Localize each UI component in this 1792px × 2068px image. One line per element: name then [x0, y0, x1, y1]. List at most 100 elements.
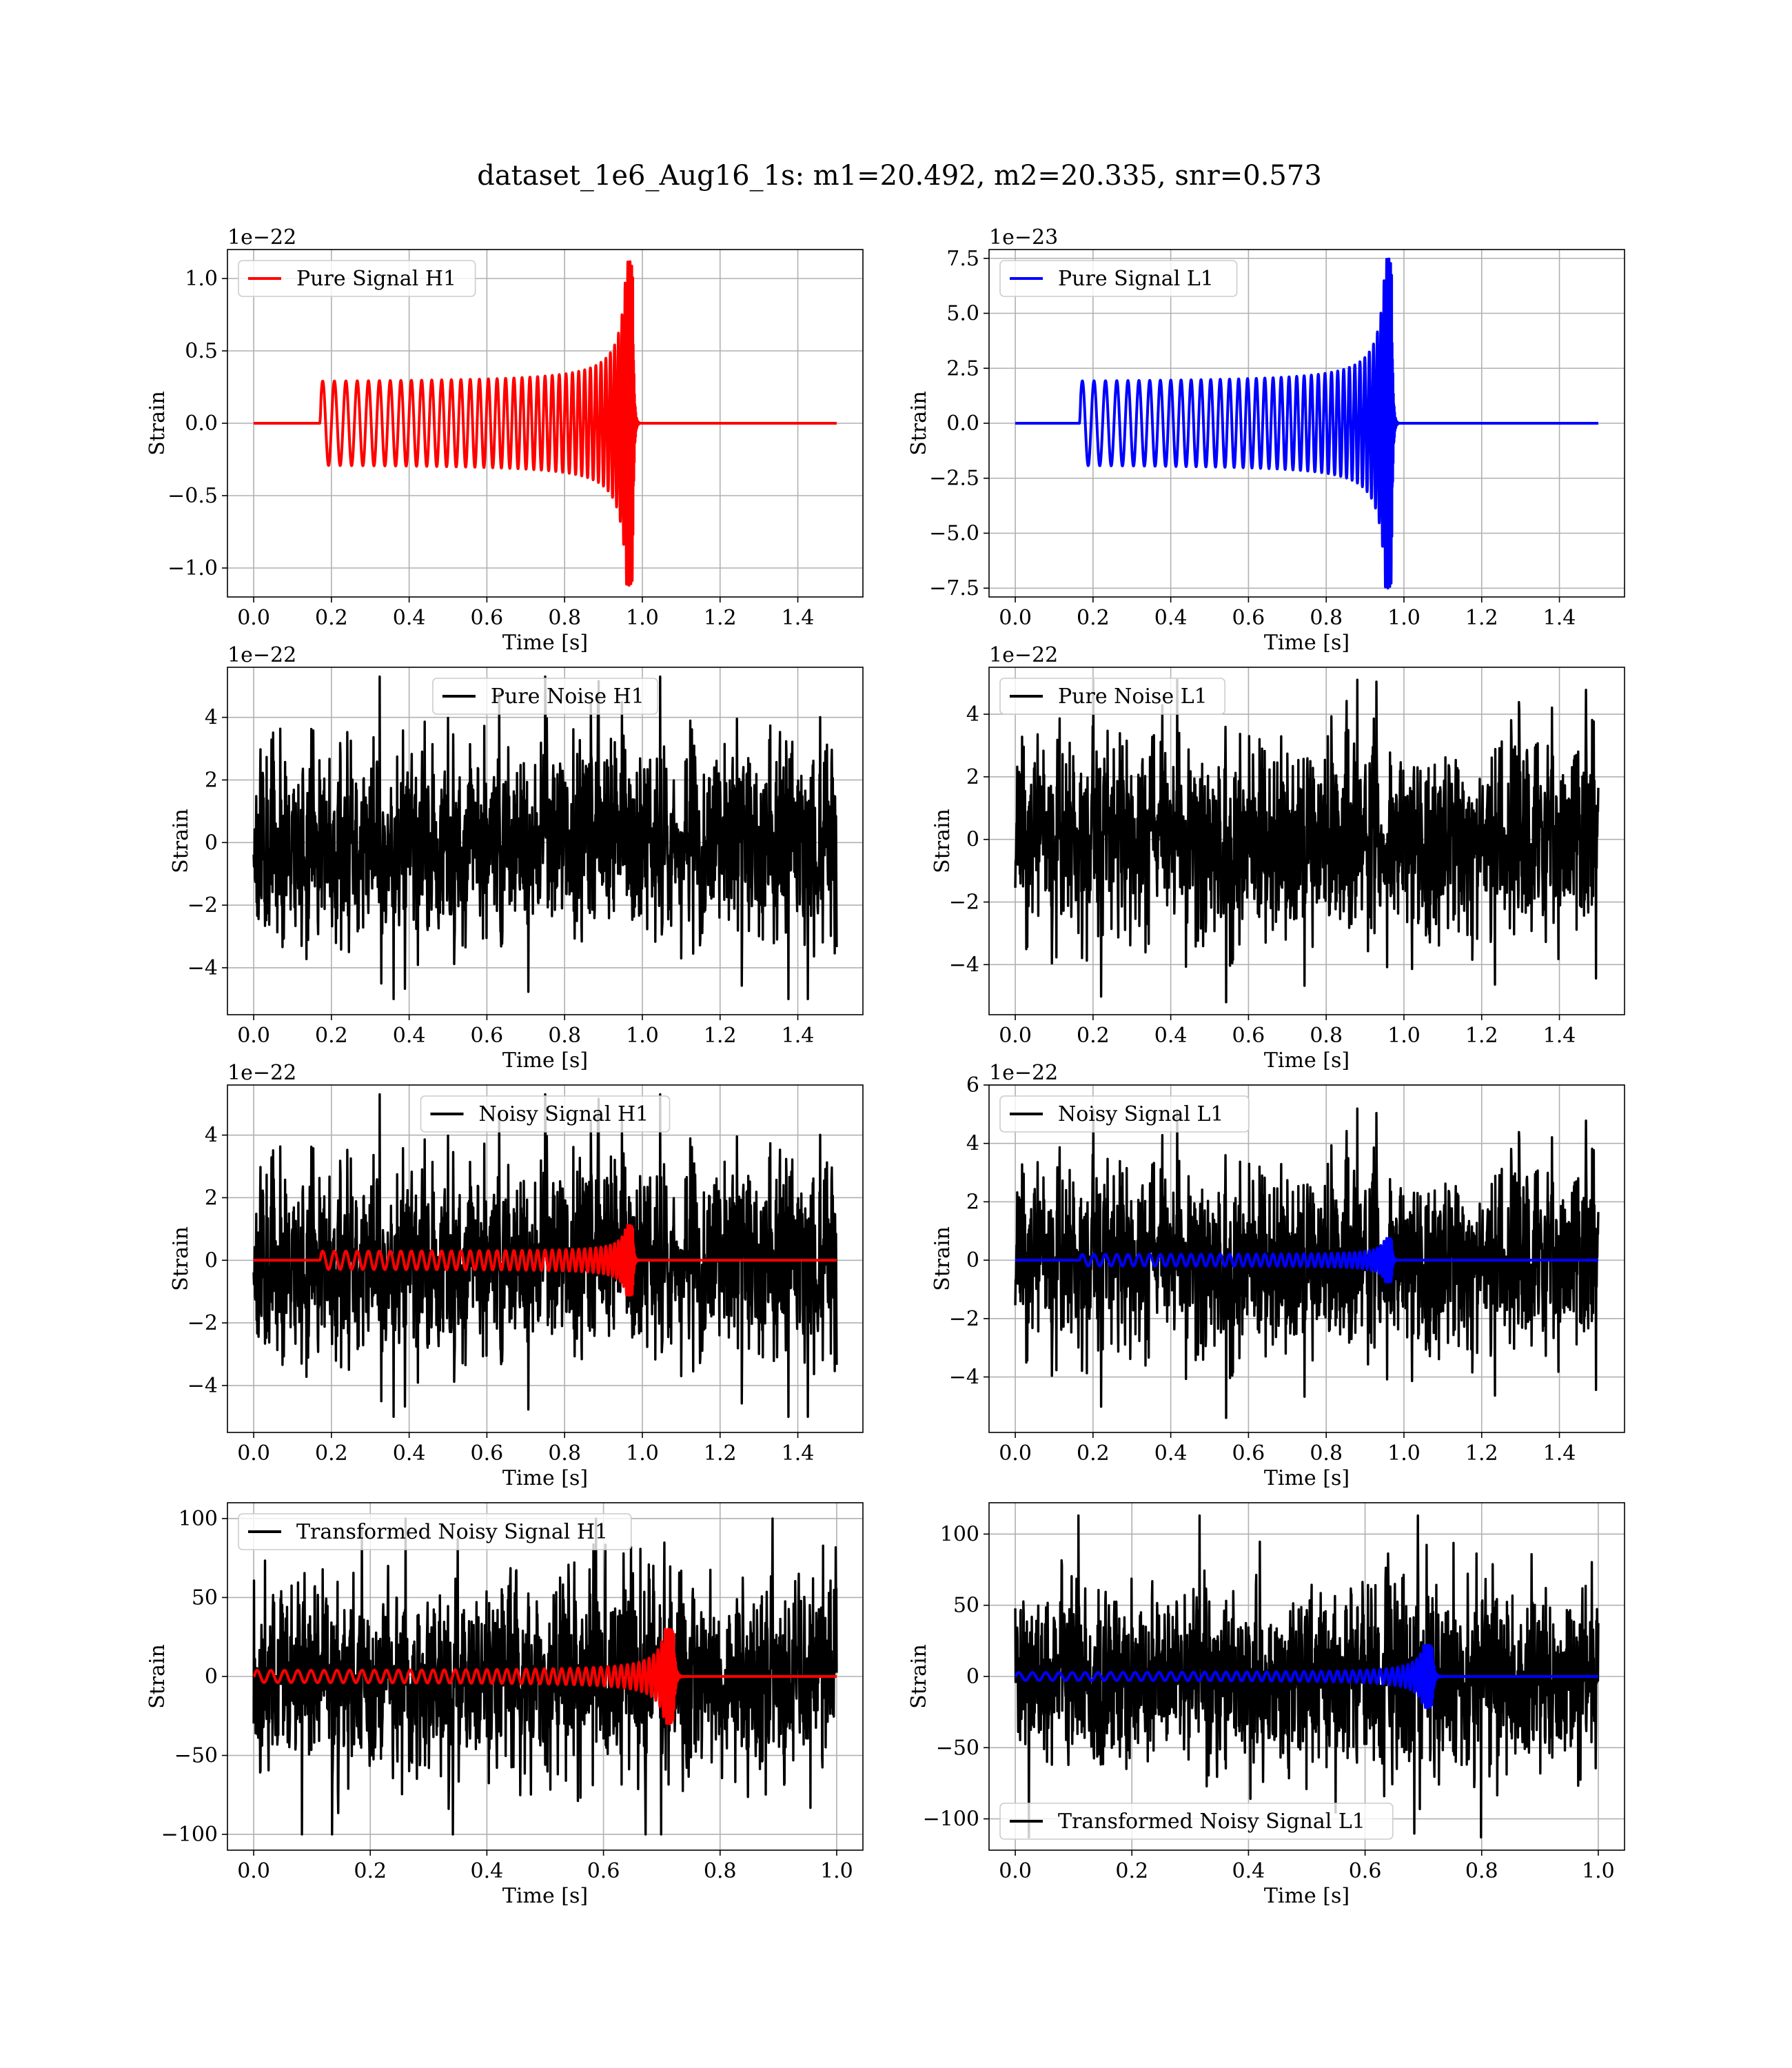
x-axis-label: Time [s] [502, 631, 588, 655]
y-tick-label: 0 [205, 831, 218, 855]
series-line-pure-signal-l1 [1015, 257, 1598, 590]
y-tick-label: 100 [940, 1522, 979, 1546]
series-line-pure-signal-h1 [254, 260, 837, 587]
offset-text: 1e−22 [227, 1061, 296, 1085]
x-tick-label: 1.2 [704, 1024, 737, 1048]
x-tick-labels: 0.0 0.2 0.4 0.6 0.8 1.0 1.2 1.4 [999, 1432, 1576, 1466]
x-tick-label: 0.6 [587, 1859, 620, 1883]
legend-label: Pure Signal H1 [296, 267, 456, 291]
x-tick-label: 0.8 [1465, 1859, 1498, 1883]
y-tick-labels: −4 −2 0 2 4 6 [949, 1073, 989, 1390]
x-tick-label: 1.0 [1582, 1859, 1615, 1883]
y-tick-label: 2 [205, 768, 218, 792]
y-tick-labels: −7.5 −5.0 −2.5 0.0 2.5 5.0 7.5 [929, 247, 989, 600]
series-line-noisy-signal-h1 [252, 1093, 838, 1418]
series-group [1015, 257, 1598, 590]
x-tick-label: 0.8 [548, 606, 581, 630]
x-tick-label: 0.0 [999, 1441, 1032, 1466]
y-tick-label: 2 [205, 1186, 218, 1210]
series-group [1014, 1514, 1600, 1839]
y-tick-label: 0 [966, 1248, 979, 1273]
y-tick-label: −4 [187, 1374, 218, 1398]
x-tick-label: 0.2 [1077, 1441, 1110, 1466]
x-axis-label: Time [s] [1264, 1884, 1350, 1908]
y-tick-label: 50 [953, 1594, 979, 1618]
x-tick-label: 1.4 [1543, 1024, 1576, 1048]
x-tick-label: 1.4 [782, 1441, 815, 1466]
y-tick-label: −2.5 [929, 467, 979, 491]
x-tick-label: 0.4 [1154, 606, 1188, 630]
x-tick-label: 0.8 [1310, 1024, 1343, 1048]
y-tick-label: −50 [936, 1736, 979, 1760]
series-line-chirp-1 [252, 1628, 837, 1725]
series-line-chirp-1 [254, 1224, 837, 1297]
legend-box [432, 678, 658, 715]
x-tick-label: 0.6 [471, 1441, 504, 1466]
series-line-transformed-noisy-signal-l1 [1014, 1514, 1600, 1839]
x-tick-label: 0.0 [999, 1024, 1032, 1048]
legend: Transformed Noisy Signal H1 [238, 1513, 632, 1550]
pure-noise-h1-panel: 0.0 0.2 0.4 0.6 0.8 1.0 1.2 1.4 −4 −2 0 2 4 Time [s] S… [169, 643, 864, 1073]
legend-box [999, 678, 1226, 715]
x-tick-labels: 0.0 0.2 0.4 0.6 0.8 1.0 [999, 1850, 1615, 1883]
y-tick-labels: −4 −2 0 2 4 [187, 706, 227, 980]
legend-box [999, 1095, 1250, 1133]
transformed-noisy-signal-h1-panel: 0.0 0.2 0.4 0.6 0.8 1.0 −100 −50 0 50 100 Time [s] S… [145, 1502, 864, 1908]
legend: Noisy Signal L1 [999, 1095, 1250, 1133]
y-tick-label: 7.5 [946, 247, 979, 271]
x-tick-labels: 0.0 0.2 0.4 0.6 0.8 1.0 1.2 1.4 [237, 1432, 814, 1466]
x-tick-label: 1.2 [704, 1441, 737, 1466]
series-group [252, 1517, 838, 1836]
series-group [1014, 1107, 1600, 1419]
y-axis-label: Strain [930, 809, 955, 873]
y-tick-label: −5.0 [929, 521, 979, 545]
y-axis-label: Strain [169, 809, 193, 873]
x-tick-labels: 0.0 0.2 0.4 0.6 0.8 1.0 1.2 1.4 [237, 597, 814, 630]
y-axis-label: Strain [145, 391, 170, 456]
x-tick-label: 1.0 [626, 1441, 659, 1466]
y-tick-label: 4 [205, 706, 218, 730]
axes-frame [227, 667, 864, 1015]
y-tick-labels: −100 −50 0 50 100 [161, 1507, 227, 1847]
x-tick-label: 0.8 [548, 1024, 581, 1048]
x-tick-label: 1.4 [1543, 1441, 1576, 1466]
y-tick-label: −1.0 [167, 556, 218, 580]
series-line-pure-noise-h1 [252, 675, 838, 1000]
x-tick-label: 1.2 [704, 606, 737, 630]
legend-label: Pure Noise H1 [491, 685, 644, 709]
x-tick-labels: 0.0 0.2 0.4 0.6 0.8 1.0 1.2 1.4 [999, 597, 1576, 630]
y-tick-labels: −4 −2 0 2 4 [187, 1124, 227, 1398]
x-tick-label: 1.0 [1387, 1441, 1421, 1466]
x-tick-label: 0.6 [1232, 1024, 1265, 1048]
y-tick-label: −2 [187, 893, 218, 918]
x-tick-label: 1.0 [1387, 1024, 1421, 1048]
legend: Noisy Signal H1 [420, 1095, 671, 1133]
x-tick-label: 1.4 [1543, 606, 1576, 630]
x-tick-labels: 0.0 0.2 0.4 0.6 0.8 1.0 [237, 1850, 853, 1883]
x-tick-label: 0.6 [471, 1024, 504, 1048]
x-tick-label: 0.8 [704, 1859, 737, 1883]
y-tick-labels: −100 −50 0 50 100 [923, 1522, 989, 1832]
x-axis-label: Time [s] [1264, 631, 1350, 655]
legend-label: Noisy Signal H1 [479, 1102, 649, 1126]
series-group [252, 675, 838, 1000]
y-tick-label: −2 [949, 1307, 979, 1331]
series-group [1014, 678, 1600, 1004]
y-tick-label: 2.5 [946, 356, 979, 381]
y-tick-label: −2 [187, 1311, 218, 1335]
y-tick-label: 5.0 [946, 302, 979, 326]
legend-box [238, 1513, 632, 1550]
legend-label: Pure Signal L1 [1058, 267, 1214, 291]
y-tick-label: −100 [923, 1807, 979, 1832]
x-tick-label: 0.4 [393, 1024, 426, 1048]
x-tick-label: 1.0 [1387, 606, 1421, 630]
y-tick-label: −4 [949, 1366, 979, 1390]
figure-title: dataset_1e6_Aug16_1s: m1=20.492, m2=20.3… [477, 160, 1322, 192]
x-tick-label: 0.4 [1232, 1859, 1265, 1883]
offset-text: 1e−22 [227, 643, 296, 667]
pure-signal-h1-panel: 0.0 0.2 0.4 0.6 0.8 1.0 1.2 1.4 −1.0 −0.5 0.0 0.5 1.… [145, 225, 864, 655]
legend-label: Transformed Noisy Signal H1 [296, 1520, 608, 1544]
y-tick-label: 0.0 [946, 412, 979, 436]
x-tick-label: 0.8 [548, 1441, 581, 1466]
